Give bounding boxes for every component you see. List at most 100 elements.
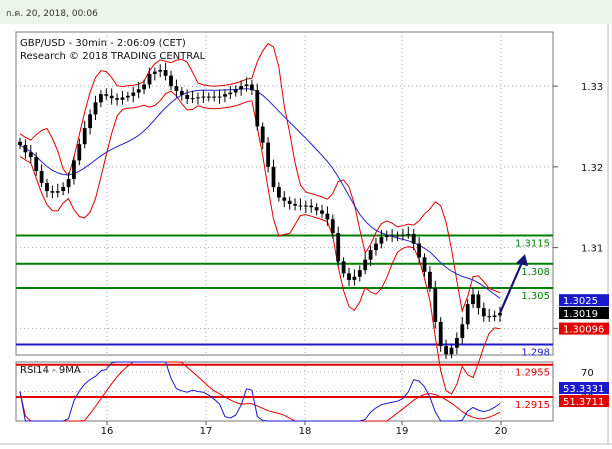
candle-body [99, 94, 103, 103]
y-tick-label: 1.33 [581, 82, 603, 93]
candle-body [352, 276, 357, 280]
x-tick-label: 16 [101, 426, 114, 437]
candle-body [481, 308, 486, 317]
candle-body [395, 235, 400, 237]
candle-body [266, 142, 270, 167]
candle-body [28, 152, 33, 158]
candle-body [109, 95, 114, 99]
candle-body [476, 294, 481, 309]
candle-body [330, 219, 335, 233]
candle-body [244, 84, 249, 87]
candle-body [471, 294, 475, 305]
level-label: 1.2915 [515, 400, 550, 411]
candle-body [131, 92, 136, 96]
candle-body [379, 237, 384, 244]
axis-labels: 1.331.321.311.3016171819201.30251.30191.… [101, 82, 609, 437]
candle-body [190, 98, 195, 100]
candle-body [179, 90, 184, 95]
candle-body [223, 94, 227, 97]
candle-body [212, 96, 217, 98]
rsi-axis-box [559, 382, 609, 394]
candle-body [406, 233, 411, 235]
candle-body [438, 321, 443, 347]
candle-body [196, 97, 200, 99]
candle-body [428, 271, 432, 288]
level-label: 1.2955 [515, 368, 550, 379]
price-axis-box [559, 322, 609, 335]
candle-body [158, 70, 163, 72]
candle-body [449, 347, 454, 355]
rsi-ma-axis-label: 51.3711 [563, 397, 604, 408]
price-axis-label: 1.3019 [563, 309, 598, 320]
forecast-arrow [498, 254, 528, 314]
rsi-line [19, 361, 501, 422]
candle-body [126, 95, 130, 98]
candle-body [260, 126, 265, 143]
candle-body [460, 324, 465, 338]
candle-body [55, 191, 60, 193]
candle-body [50, 191, 55, 193]
candle-body [492, 315, 497, 317]
candle-body [401, 234, 405, 236]
candle-body [250, 84, 254, 91]
candle-body [433, 288, 438, 322]
rsi-ma-axis-box [559, 395, 609, 407]
candle-body [368, 250, 373, 260]
candle-body [411, 233, 416, 244]
header-bar: ก.ค. 20, 2018, 00:06 [0, 0, 612, 24]
candle-body [88, 114, 92, 129]
candle-body [169, 75, 173, 87]
rsi-tick-label: 70 [581, 368, 594, 379]
chart-subtitle: Research © 2018 TRADING CENTRAL [20, 51, 206, 62]
price-axis-label: 1.3025 [563, 296, 598, 307]
arrow-shaft [498, 259, 525, 314]
candle-body [465, 304, 470, 325]
candle-body [206, 96, 211, 98]
arrow-head [516, 254, 528, 267]
candle-body [255, 90, 260, 127]
candle-body [66, 179, 71, 188]
candle-body [363, 259, 368, 271]
candle-body [314, 207, 319, 211]
candle-body [163, 70, 168, 76]
candle-body [136, 89, 141, 93]
candle-body [228, 92, 233, 95]
candle-body [347, 273, 351, 280]
level-label: 1.298 [521, 348, 550, 359]
candle-body [239, 86, 243, 90]
price-axis-box [559, 294, 609, 307]
chart-title: GBP/USD - 30min - 2:06:09 (CET) [20, 38, 186, 49]
candle-body [390, 235, 394, 237]
candle-body [277, 187, 281, 198]
candle-body [487, 316, 492, 318]
y-tick-label: 1.31 [581, 244, 603, 255]
candle-body [104, 94, 109, 96]
candle-body [82, 128, 87, 145]
grid [16, 32, 553, 421]
candle-body [77, 144, 82, 161]
candle-body [417, 243, 421, 258]
candle-body [374, 243, 378, 251]
candle-body [336, 233, 341, 262]
y-tick-label: 1.32 [581, 163, 603, 174]
candle-body [23, 145, 28, 153]
level-label: 1.305 [521, 291, 550, 302]
candle-body [120, 97, 125, 100]
level-lines: 1.3115 1.308 1.305 1.298 1.2955 1.2915 [16, 234, 553, 411]
rsi-axis-label: 53.3331 [563, 384, 604, 395]
candle-body [309, 205, 314, 208]
candle-body [152, 71, 157, 74]
candle-body [422, 257, 427, 272]
rsi-lines [19, 361, 501, 422]
bollinger-bands [19, 42, 501, 395]
candle-body [357, 270, 362, 277]
candle-body [185, 95, 190, 99]
candle-body [147, 74, 152, 85]
timestamp: ก.ค. 20, 2018, 00:06 [6, 9, 98, 19]
candle-body [320, 210, 324, 214]
candle-body [18, 141, 22, 145]
candle-body [174, 86, 179, 91]
x-tick-label: 19 [396, 426, 409, 437]
candle-body [233, 89, 238, 93]
